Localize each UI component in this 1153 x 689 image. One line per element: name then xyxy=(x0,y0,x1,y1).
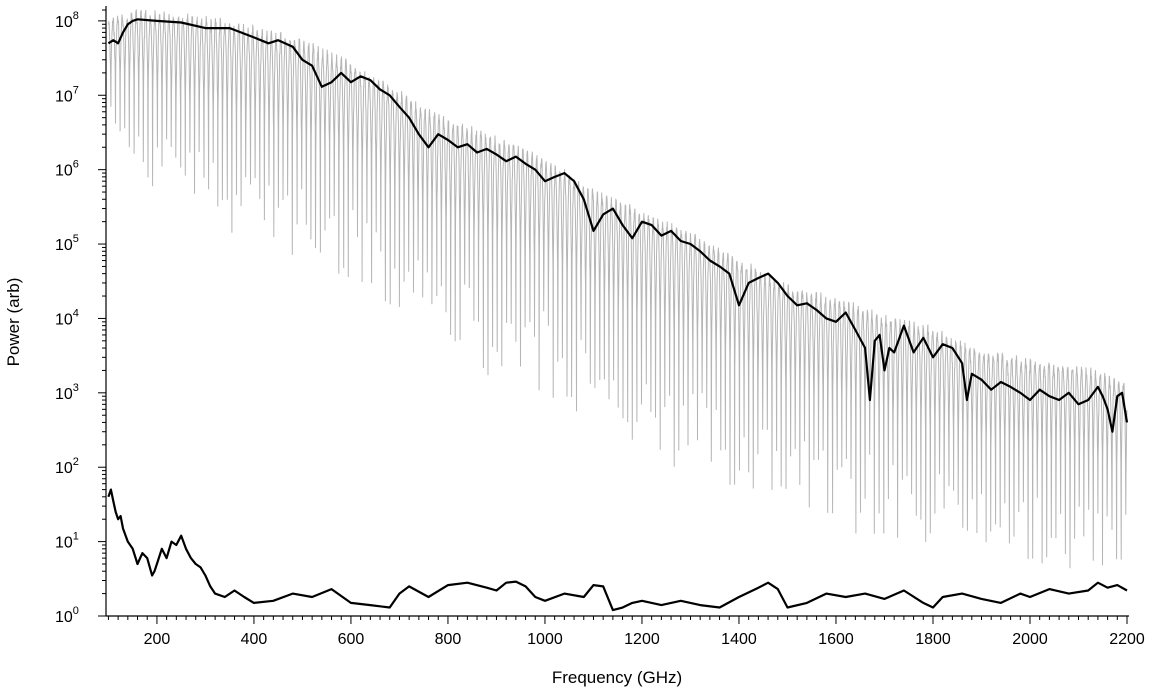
x-axis-title: Frequency (GHz) xyxy=(552,668,682,687)
x-tick-label: 1000 xyxy=(527,631,563,648)
y-tick-label: 108 xyxy=(55,10,79,31)
y-tick-label: 107 xyxy=(55,84,79,105)
y-axis: 100 101 102 103 104 105 106 107 108 xyxy=(55,6,107,626)
y-axis-title: Power (arb) xyxy=(4,278,23,367)
signal-spectrum-line xyxy=(107,18,1129,433)
y-tick-label: 103 xyxy=(55,382,79,403)
y-tick-label: 105 xyxy=(55,233,79,254)
y-tick-label: 106 xyxy=(55,159,79,180)
y-tick-label: 100 xyxy=(55,605,79,626)
smoothed-traces xyxy=(107,18,1129,612)
y-tick-label: 102 xyxy=(55,456,79,477)
x-tick-label: 1600 xyxy=(818,631,854,648)
x-tick-label: 600 xyxy=(338,631,365,648)
y-tick-label: 104 xyxy=(55,307,79,328)
x-tick-label: 1200 xyxy=(624,631,660,648)
x-tick-label: 400 xyxy=(241,631,268,648)
y-tick-label: 101 xyxy=(55,531,79,552)
raw-trace xyxy=(107,8,1128,569)
noise-floor-line xyxy=(107,488,1128,612)
raw-spectrum-line xyxy=(107,8,1128,569)
x-tick-label: 2200 xyxy=(1109,631,1145,648)
x-tick-label: 2000 xyxy=(1012,631,1048,648)
x-tick-label: 200 xyxy=(144,631,171,648)
x-tick-label: 800 xyxy=(435,631,462,648)
x-tick-label: 1800 xyxy=(915,631,951,648)
x-tick-label: 1400 xyxy=(721,631,757,648)
x-axis: 200 400 600 800 1000 1200 1400 1600 1800 2000 2200 xyxy=(106,615,1145,648)
